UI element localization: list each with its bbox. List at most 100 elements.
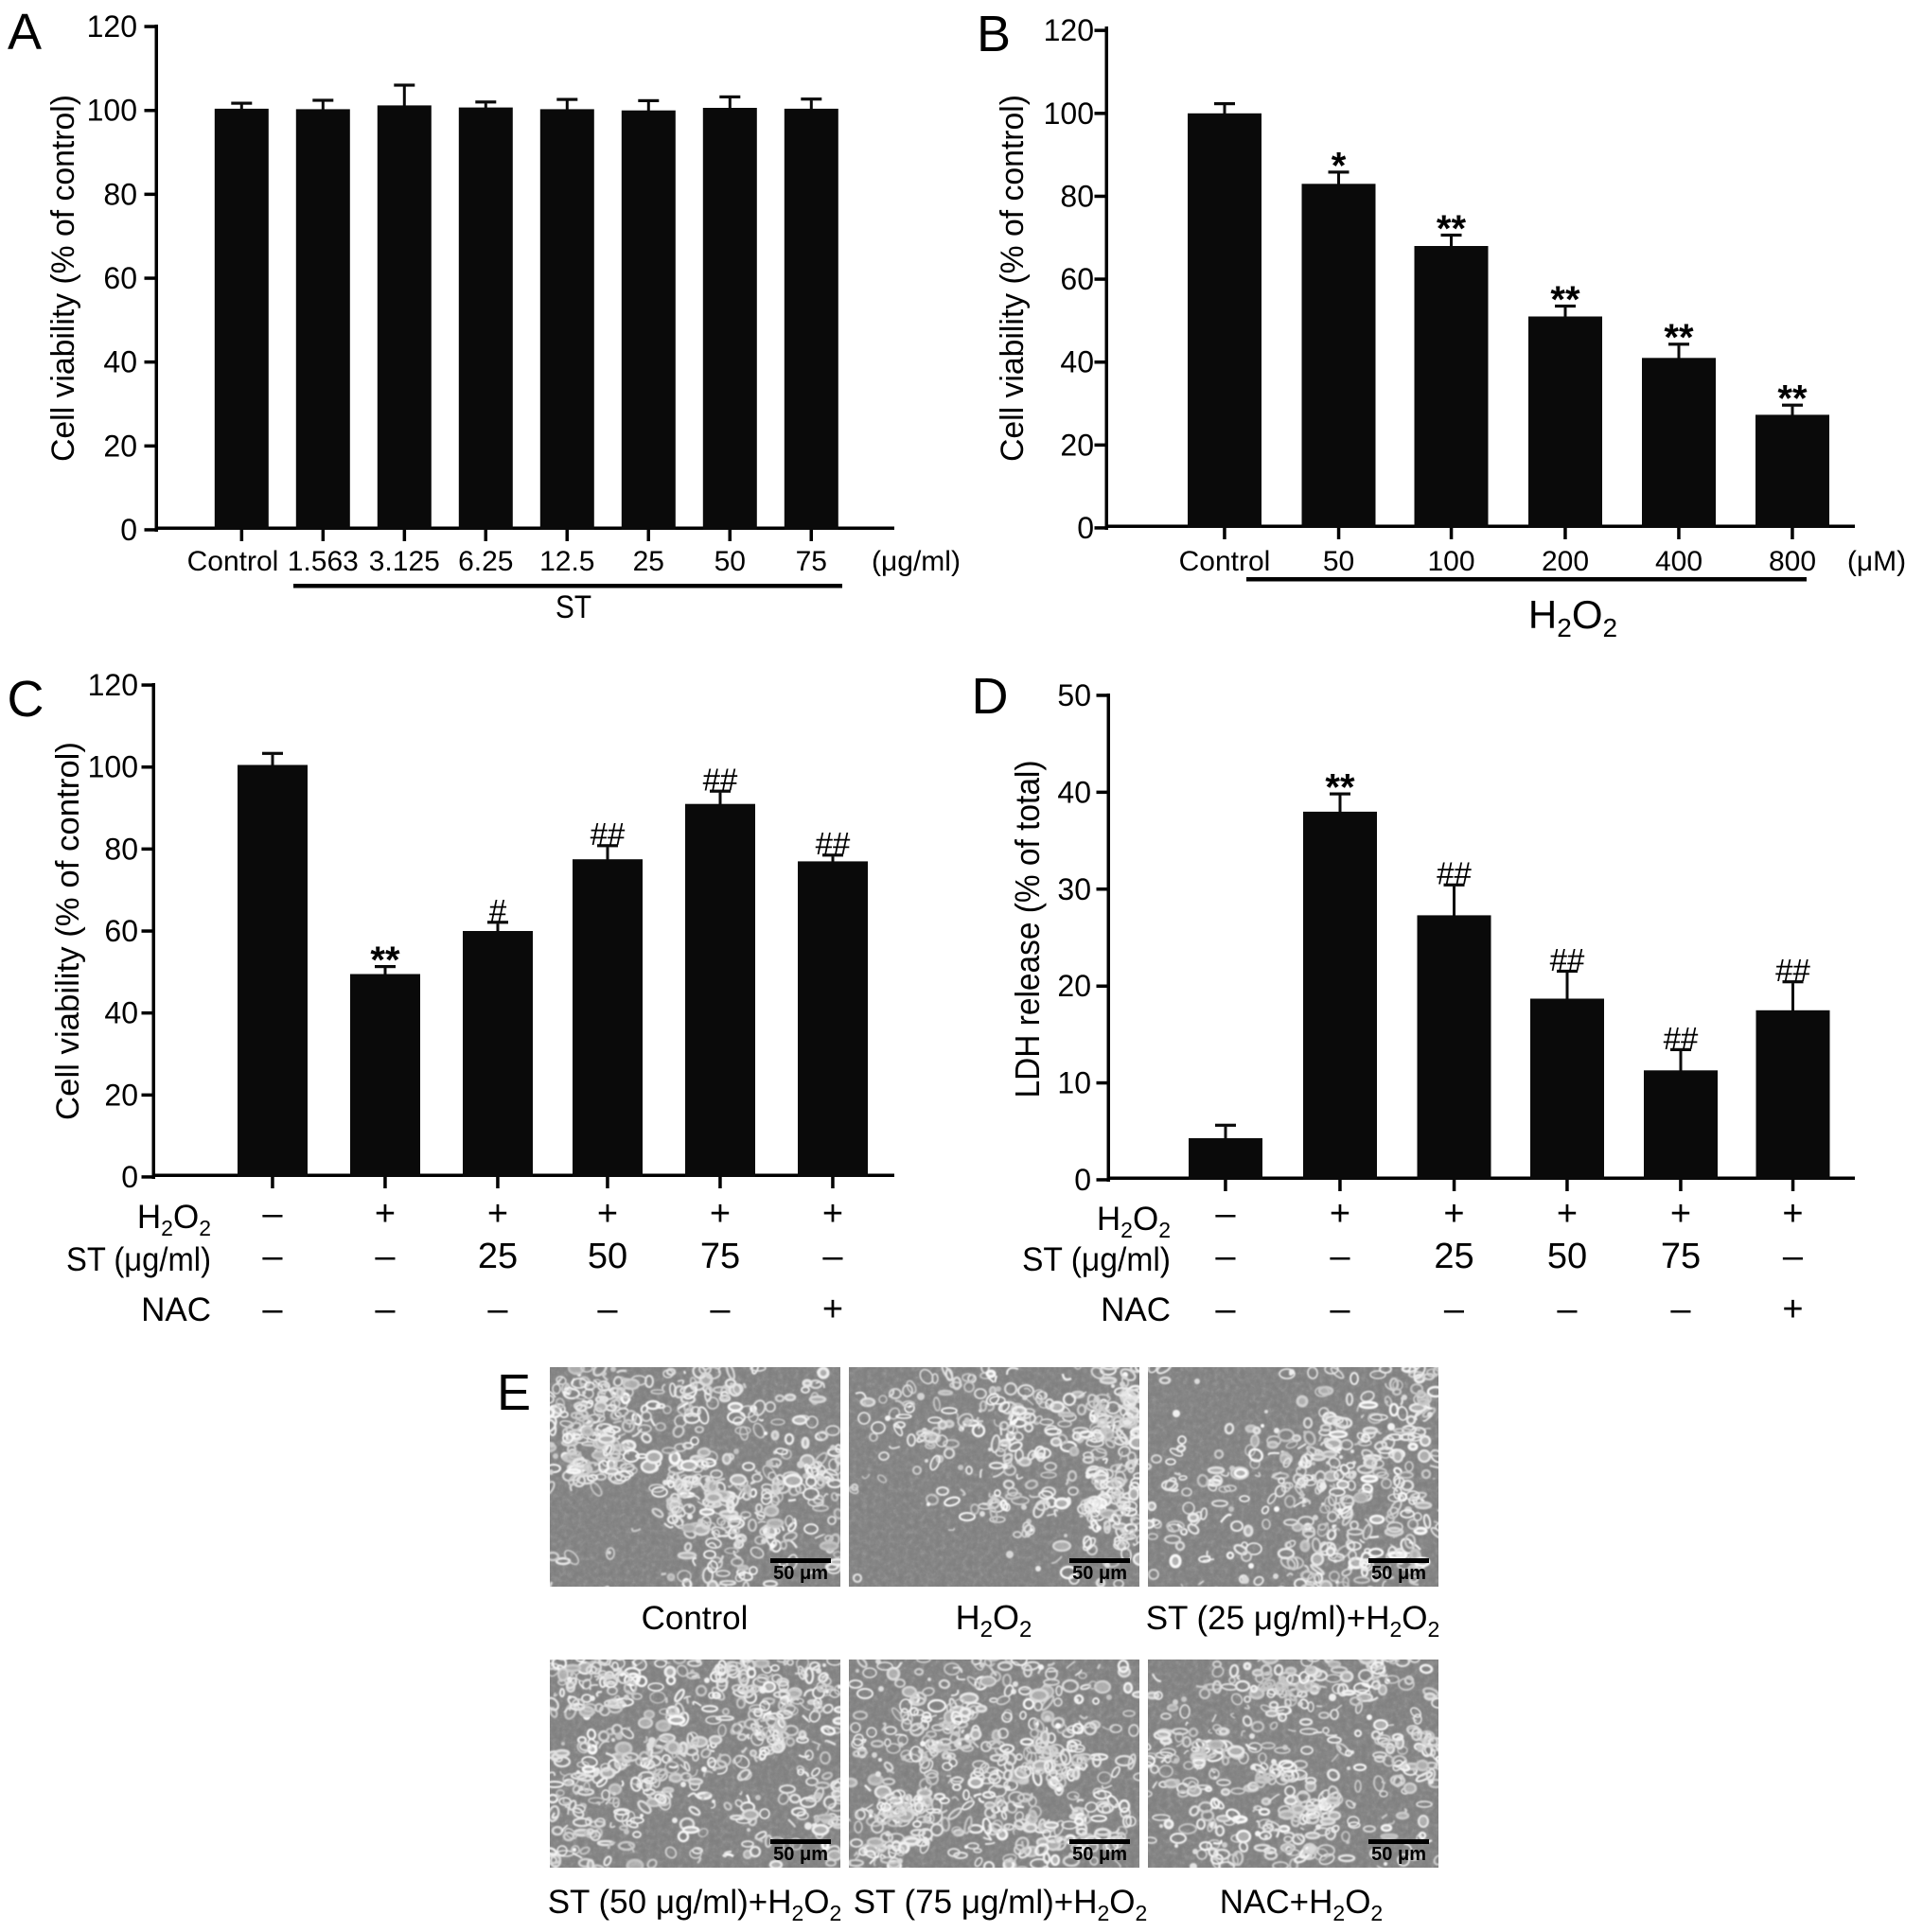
svg-text:NAC+H2O2: NAC+H2O2	[1220, 1884, 1383, 1925]
svg-text:(μg/ml): (μg/ml)	[872, 546, 961, 577]
svg-text:##: ##	[591, 817, 626, 852]
svg-text:1.563: 1.563	[288, 546, 359, 577]
svg-text:–: –	[262, 1194, 283, 1234]
svg-text:##: ##	[1437, 856, 1472, 891]
svg-text:**: **	[1325, 767, 1355, 809]
svg-text:H2O2: H2O2	[1528, 592, 1617, 642]
svg-text:–: –	[1670, 1290, 1691, 1329]
svg-text:80: 80	[104, 832, 138, 866]
svg-text:Control: Control	[642, 1600, 749, 1637]
svg-text:**: **	[1550, 279, 1580, 321]
svg-text:Cell viability (% of control): Cell viability (% of control)	[45, 95, 81, 462]
svg-text:50: 50	[588, 1237, 627, 1276]
svg-text:+: +	[597, 1194, 618, 1234]
svg-text:**: **	[1664, 317, 1694, 359]
svg-text:*: *	[1332, 145, 1347, 186]
svg-text:+: +	[1443, 1194, 1464, 1234]
svg-text:100: 100	[1427, 546, 1474, 577]
svg-text:–: –	[1215, 1237, 1236, 1276]
svg-text:0: 0	[1077, 511, 1094, 545]
svg-text:120: 120	[1044, 13, 1094, 47]
svg-text:25: 25	[1434, 1237, 1473, 1276]
svg-text:–: –	[1783, 1237, 1804, 1276]
svg-text:H2O2: H2O2	[956, 1598, 1032, 1642]
svg-text:NAC: NAC	[1101, 1291, 1171, 1328]
svg-text:20: 20	[103, 429, 137, 463]
svg-text:50 μm: 50 μm	[773, 1844, 828, 1865]
svg-text:20: 20	[1057, 969, 1091, 1003]
svg-text:40: 40	[1057, 775, 1091, 809]
svg-text:##: ##	[1550, 942, 1585, 977]
svg-text:(μM): (μM)	[1847, 546, 1906, 577]
svg-text:25: 25	[478, 1237, 518, 1276]
svg-text:–: –	[597, 1290, 618, 1329]
svg-text:–: –	[1330, 1237, 1350, 1276]
svg-text:60: 60	[1060, 262, 1094, 296]
svg-text:+: +	[1670, 1194, 1691, 1234]
svg-text:–: –	[822, 1237, 843, 1276]
svg-text:50: 50	[1323, 546, 1354, 577]
svg-text:+: +	[710, 1194, 731, 1234]
svg-text:100: 100	[88, 750, 138, 784]
svg-text:20: 20	[1060, 428, 1094, 462]
svg-text:+: +	[822, 1290, 843, 1329]
svg-text:+: +	[822, 1194, 843, 1234]
svg-text:ST (μg/ml): ST (μg/ml)	[66, 1241, 211, 1278]
svg-text:#: #	[489, 893, 507, 928]
svg-text:25: 25	[633, 546, 664, 577]
svg-text:75: 75	[1661, 1237, 1701, 1276]
svg-text:–: –	[375, 1290, 396, 1329]
svg-text:75: 75	[700, 1237, 740, 1276]
svg-text:+: +	[1782, 1194, 1803, 1234]
svg-text:80: 80	[103, 177, 137, 211]
svg-text:**: **	[370, 940, 400, 981]
svg-text:40: 40	[1060, 345, 1094, 379]
svg-text:20: 20	[104, 1078, 138, 1112]
svg-text:100: 100	[87, 94, 137, 128]
svg-text:40: 40	[104, 996, 138, 1030]
svg-text:–: –	[1444, 1290, 1465, 1329]
svg-text:+: +	[1782, 1290, 1803, 1329]
svg-text:800: 800	[1769, 546, 1816, 577]
svg-text:–: –	[1215, 1290, 1236, 1329]
svg-text:6.25: 6.25	[458, 546, 513, 577]
svg-text:ST (μg/ml): ST (μg/ml)	[1022, 1241, 1171, 1278]
svg-text:A: A	[8, 4, 42, 61]
svg-text:–: –	[262, 1237, 283, 1276]
svg-text:60: 60	[104, 914, 138, 948]
svg-text:NAC: NAC	[141, 1291, 211, 1328]
svg-text:C: C	[8, 671, 44, 728]
svg-text:12.5: 12.5	[539, 546, 594, 577]
svg-text:##: ##	[816, 826, 851, 861]
svg-text:50: 50	[1547, 1237, 1587, 1276]
svg-text:–: –	[1330, 1290, 1350, 1329]
svg-text:**: **	[1437, 208, 1467, 250]
svg-text:Cell viability (% of control): Cell viability (% of control)	[995, 95, 1031, 462]
svg-text:##: ##	[703, 763, 738, 798]
svg-text:Cell viability (% of control): Cell viability (% of control)	[50, 742, 86, 1120]
svg-text:50: 50	[1057, 678, 1091, 712]
svg-text:50: 50	[715, 546, 746, 577]
svg-text:50 μm: 50 μm	[1072, 1844, 1127, 1865]
svg-text:60: 60	[103, 261, 137, 295]
svg-text:120: 120	[87, 9, 137, 44]
svg-text:LDH release (% of total): LDH release (% of total)	[1008, 761, 1047, 1098]
svg-text:Control: Control	[187, 546, 279, 577]
svg-text:3.125: 3.125	[369, 546, 440, 577]
svg-text:–: –	[375, 1237, 396, 1276]
svg-text:+: +	[375, 1194, 396, 1234]
svg-text:80: 80	[1060, 179, 1094, 213]
svg-text:+: +	[1330, 1194, 1350, 1234]
svg-text:##: ##	[1664, 1021, 1699, 1056]
svg-text:30: 30	[1057, 872, 1091, 906]
svg-text:ST: ST	[556, 589, 591, 625]
svg-text:H2O2: H2O2	[137, 1199, 211, 1240]
svg-text:–: –	[1557, 1290, 1578, 1329]
svg-text:+: +	[1557, 1194, 1578, 1234]
svg-text:50 μm: 50 μm	[1371, 1563, 1426, 1584]
svg-text:–: –	[710, 1290, 731, 1329]
svg-text:0: 0	[121, 1160, 138, 1194]
svg-text:0: 0	[120, 513, 137, 547]
svg-text:0: 0	[1074, 1163, 1091, 1197]
svg-text:+: +	[487, 1194, 508, 1234]
